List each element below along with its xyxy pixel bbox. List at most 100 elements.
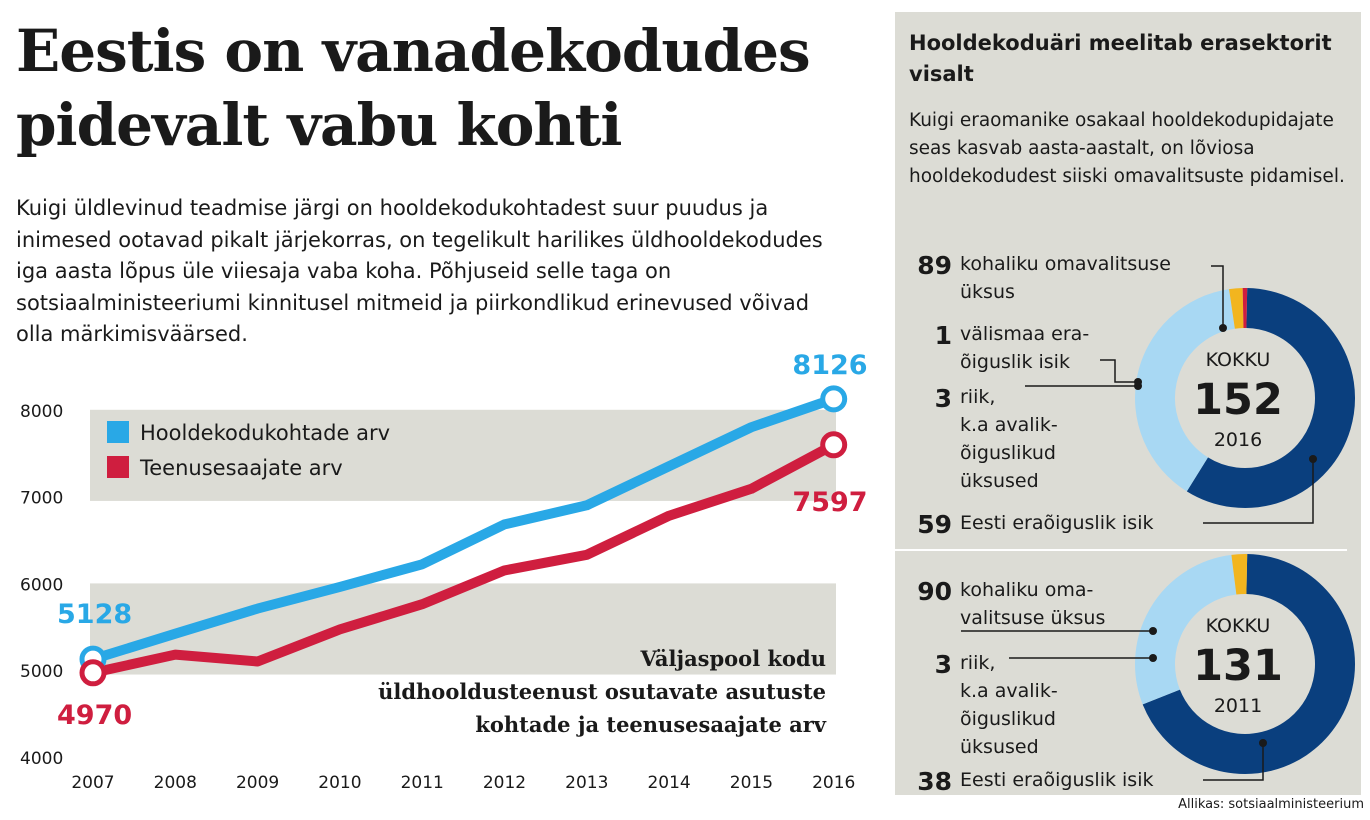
- slice-value-label: 3: [935, 384, 952, 413]
- data-point: [749, 486, 754, 491]
- data-point: [337, 627, 342, 632]
- slice-label: Eesti eraõiguslik isik: [960, 769, 1153, 791]
- donut-chart: KOKKU 131 2011 90 kohaliku oma-valitsuse üks…: [917, 554, 1355, 795]
- background-band: [90, 409, 836, 501]
- donut-slice: [1229, 288, 1244, 329]
- slice-label: Eesti eraõiguslik isik: [960, 512, 1153, 534]
- donut-total: 131: [1193, 641, 1283, 691]
- y-tick-label: 4000: [20, 749, 63, 769]
- x-tick-label: 2011: [401, 773, 444, 793]
- donut-slice: [1186, 288, 1355, 508]
- data-label: 8126: [792, 350, 867, 381]
- leader-line: [1203, 743, 1264, 781]
- donut-chart: KOKKU 152 2016 89 kohaliku omavalitsuse üksus…: [917, 251, 1355, 539]
- x-tick-label: 2008: [154, 773, 197, 793]
- leader-dot: [1134, 378, 1142, 386]
- data-point: [79, 659, 107, 687]
- data-label: 7597: [792, 487, 867, 518]
- x-tick-label: 2007: [71, 773, 114, 793]
- x-tick-label: 2016: [812, 773, 855, 793]
- donut-slice: [1231, 554, 1248, 595]
- data-point: [420, 602, 425, 607]
- source-credit: Allikas: sotsiaalministeerium: [1178, 797, 1364, 812]
- slice-value-label: 90: [917, 577, 952, 606]
- data-point: [173, 631, 178, 636]
- data-label: 4970: [57, 700, 132, 731]
- data-point: [173, 652, 178, 657]
- data-point: [502, 522, 507, 527]
- data-point: [584, 552, 589, 557]
- slice-label: õiguslikud: [960, 708, 1056, 730]
- panel-intro: Kuigi eraomanike osakaal hooldekodupidaj…: [909, 110, 1345, 187]
- slice-label: riik,: [960, 386, 995, 408]
- data-point: [584, 503, 589, 508]
- intro-text: Kuigi üldlevinud teadmise järgi on hoold…: [16, 196, 823, 346]
- leader-dot: [1149, 654, 1157, 662]
- leader-line: [1203, 459, 1314, 524]
- legend-swatch: [107, 456, 129, 478]
- panel-title: Hooldekoduäri meelitab erasektorit visal…: [909, 31, 1332, 86]
- y-tick-label: 6000: [20, 575, 63, 595]
- donut-slice: [1135, 289, 1236, 492]
- chart-title: üldhooldusteenust osutavate asutuste: [378, 679, 826, 704]
- leader-line: [1211, 265, 1224, 328]
- ownership-panel: Hooldekoduäri meelitab erasektorit visal…: [895, 12, 1361, 795]
- leader-dot: [1309, 455, 1317, 463]
- legend-label: Teenusesaajate arv: [139, 456, 343, 480]
- slice-label: üksused: [960, 470, 1039, 492]
- donut-year: 2016: [1214, 429, 1262, 451]
- slice-label: kohaliku oma-: [960, 579, 1093, 601]
- donut-slice: [1135, 554, 1238, 705]
- x-tick-label: 2013: [565, 773, 608, 793]
- data-point: [255, 659, 260, 664]
- slice-label: k.a avalik-: [960, 414, 1058, 436]
- x-tick-label: 2012: [483, 773, 526, 793]
- leader-dot: [1149, 627, 1157, 635]
- x-tick-label: 2009: [236, 773, 279, 793]
- slice-label: k.a avalik-: [960, 680, 1058, 702]
- legend-swatch: [107, 421, 129, 443]
- slice-label: riik,: [960, 652, 995, 674]
- slice-label: kohaliku omavalitsuse: [960, 253, 1171, 275]
- donut-slice: [1142, 554, 1355, 774]
- data-point: [667, 464, 672, 469]
- leader-dot: [1219, 324, 1227, 332]
- slice-value-label: 3: [935, 650, 952, 679]
- slice-label: välismaa era-: [960, 323, 1089, 345]
- headline: Eestis on vanadekodudes pidevalt vabu ko…: [16, 17, 811, 159]
- data-point: [820, 385, 848, 413]
- line-chart: 4000 5000 6000 7000 8000 2007 2008 2009 2010 2011…: [20, 350, 868, 793]
- data-point: [502, 568, 507, 573]
- y-tick-label: 5000: [20, 662, 63, 682]
- x-tick-label: 2010: [318, 773, 361, 793]
- donut-center-label: KOKKU: [1206, 615, 1271, 637]
- donut-total: 152: [1193, 375, 1283, 425]
- slice-value-label: 1: [935, 321, 952, 350]
- slice-label: üksus: [960, 281, 1015, 303]
- x-tick-label: 2015: [730, 773, 773, 793]
- slice-value-label: 89: [917, 251, 952, 280]
- ownership-donut-charts: KOKKU 152 2016 89 kohaliku omavalitsuse üksus…: [895, 251, 1355, 795]
- slice-value-label: 38: [917, 767, 952, 795]
- slice-label: õiguslik isik: [960, 351, 1070, 373]
- data-point: [667, 513, 672, 518]
- data-label: 5128: [57, 599, 132, 630]
- slice-label: õiguslikud: [960, 442, 1056, 464]
- chart-title: kohtade ja teenusesaajate arv: [475, 712, 826, 737]
- donut-year: 2011: [1214, 695, 1262, 717]
- x-tick-label: 2014: [647, 773, 690, 793]
- data-point: [749, 425, 754, 430]
- data-point: [255, 606, 260, 611]
- chart-title: Väljaspool kodu: [640, 646, 826, 671]
- series-line: [88, 393, 839, 665]
- legend-label: Hooldekodukohtade arv: [140, 421, 390, 445]
- y-tick-label: 8000: [20, 402, 63, 422]
- donut-center-label: KOKKU: [1206, 349, 1271, 371]
- slice-label: üksused: [960, 736, 1039, 758]
- y-tick-label: 7000: [20, 489, 63, 509]
- leader-line: [1100, 359, 1138, 383]
- data-point: [820, 431, 848, 459]
- slice-value-label: 59: [917, 510, 952, 539]
- leader-dot: [1259, 739, 1267, 747]
- series-line: [88, 439, 839, 678]
